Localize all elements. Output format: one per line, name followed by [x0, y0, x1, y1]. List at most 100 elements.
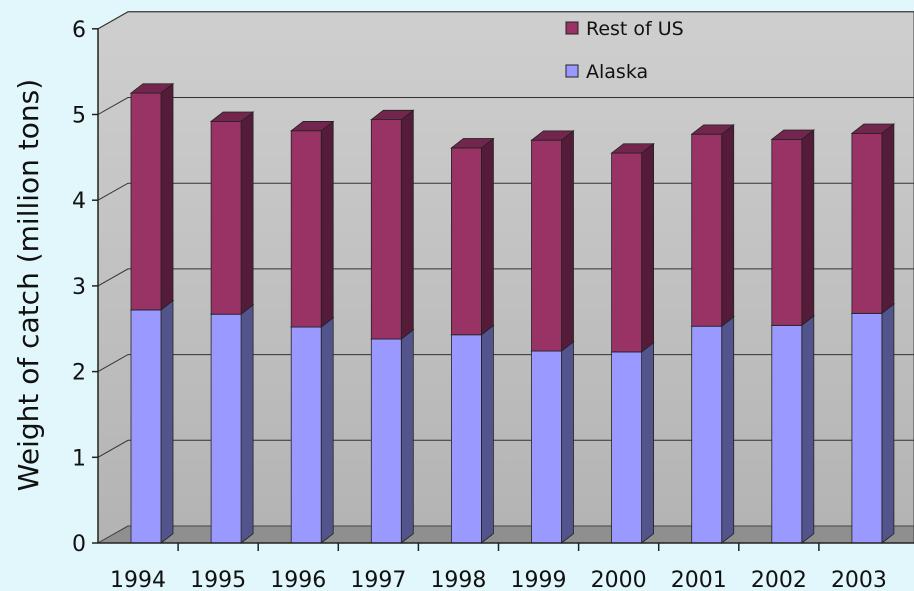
bar-front-face [290, 326, 322, 544]
bar-front-face [771, 324, 803, 544]
bar-side-face [400, 328, 414, 544]
x-tick-label: 2003 [831, 568, 887, 591]
bar-side-face [721, 124, 735, 327]
bar-front-face [691, 325, 723, 544]
bar-rest-of-us [850, 123, 896, 315]
x-tick-label: 2002 [751, 568, 807, 591]
legend-swatch [565, 64, 579, 78]
bar-alaska [450, 324, 495, 544]
bar-rest-of-us [209, 111, 255, 315]
x-axis: 1994 1995 1996 1997 1998 1999 2000 2001 2002 2003 [98, 542, 914, 591]
legend-label: Rest of US [586, 18, 684, 40]
bar-front-face [210, 120, 242, 315]
x-tick-label: 1999 [511, 568, 567, 591]
legend: Rest of US Alaska [565, 18, 684, 83]
y-tick-label: 3 [72, 275, 86, 300]
bar-top-face [690, 124, 735, 135]
bar-alaska [290, 316, 335, 544]
y-tick-label: 5 [72, 104, 86, 129]
y-axis: 0 1 2 3 4 5 6 [72, 18, 99, 557]
bar-side-face [801, 129, 815, 327]
x-tick-label: 1997 [350, 568, 406, 591]
bar-rest-of-us [290, 120, 335, 328]
bar-alaska [530, 340, 575, 544]
bar-side-face [480, 324, 494, 544]
x-tick-label: 1995 [190, 568, 246, 591]
y-tick-label: 4 [72, 189, 86, 214]
bar-rest-of-us [129, 82, 175, 311]
bar-rest-of-us [690, 124, 735, 327]
bar-top-face [290, 121, 335, 132]
bar-side-face [721, 316, 735, 544]
y-tick-label: 1 [72, 446, 86, 471]
bar-top-face [530, 130, 575, 141]
bar-front-face [851, 132, 883, 314]
bar-front-face [611, 152, 642, 353]
bar-side-face [881, 303, 895, 544]
bar-front-face [370, 338, 402, 544]
bar-rest-of-us [530, 130, 575, 352]
x-tick-label: 1994 [110, 568, 166, 591]
x-tick-label: 1996 [270, 568, 326, 591]
bar-side-face [320, 316, 334, 544]
x-tick-label: 2001 [671, 568, 727, 591]
bar-rest-of-us [770, 129, 815, 327]
legend-item: Rest of US [565, 18, 684, 40]
bar-side-face [801, 315, 815, 544]
bar-top-face [850, 123, 896, 134]
bar-front-face [691, 133, 723, 327]
bar-side-face [240, 304, 254, 544]
bar-side-face [881, 123, 895, 315]
legend-item: Alaska [565, 61, 648, 83]
bar-alaska [370, 328, 415, 544]
bar-front-face [450, 147, 482, 336]
bar-front-face [210, 313, 242, 544]
bar-side-face [641, 341, 654, 544]
bar-side-face [160, 299, 174, 544]
bar-side-face [160, 82, 174, 311]
legend-label: Alaska [586, 61, 648, 83]
bar-alaska [770, 315, 815, 544]
bar-front-face [130, 309, 162, 544]
bar-alaska [850, 303, 896, 544]
bar-alaska [209, 304, 255, 544]
legend-swatch [565, 21, 579, 35]
bar-top-face [770, 129, 815, 140]
x-tick-label: 1998 [430, 568, 486, 591]
bar-front-face [531, 350, 562, 544]
bar-top-face [209, 111, 255, 122]
gridline [97, 11, 914, 30]
bar-rest-of-us [450, 137, 495, 336]
bar-side-face [480, 137, 494, 336]
bar-rest-of-us [610, 142, 655, 353]
bar-top-face [450, 138, 495, 149]
y-tick-label: 0 [72, 532, 86, 557]
bar-side-face [641, 142, 654, 353]
bar-front-face [370, 119, 402, 340]
bar-alaska [690, 316, 735, 544]
bar-side-face [561, 130, 574, 352]
x-tick-label: 2000 [591, 568, 647, 591]
bar-rest-of-us [370, 109, 415, 340]
gridline [97, 97, 914, 115]
bar-side-face [400, 109, 414, 340]
bar-alaska [610, 341, 655, 544]
bar-front-face [771, 138, 803, 326]
bar-top-face [129, 83, 175, 94]
bar-series-group [129, 82, 896, 544]
bar-top-face [370, 109, 415, 121]
bar-top-face [610, 143, 655, 154]
y-tick-label: 2 [72, 361, 86, 386]
y-axis-title: Weight of catch (million tons) [12, 79, 45, 491]
bar-alaska [129, 299, 175, 544]
bar-front-face [531, 139, 562, 352]
y-tick-label: 6 [72, 18, 86, 43]
bar-side-face [240, 111, 254, 315]
bar-front-face [851, 312, 883, 544]
bar-side-face [561, 340, 574, 544]
bar-front-face [130, 92, 162, 311]
bar-front-face [450, 334, 482, 544]
bar-side-face [320, 120, 334, 328]
bar-front-face [611, 351, 642, 544]
